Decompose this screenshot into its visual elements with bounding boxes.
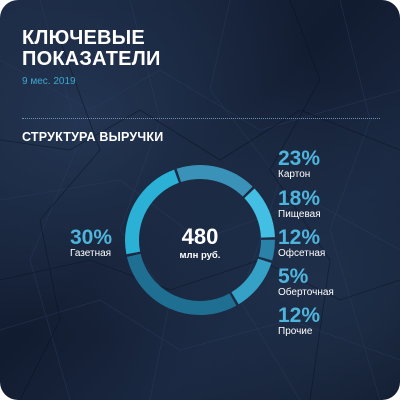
donut-slice-ofsetnaya: [244, 188, 275, 238]
slice-percent-karton: 23%: [278, 147, 321, 170]
page-title-line-2: ПОКАЗАТЕЛИ: [22, 48, 161, 70]
slice-label-prochie: Прочие: [278, 326, 313, 337]
donut-slice-obertochnaya: [258, 239, 276, 261]
donut-slice-prochie: [231, 258, 272, 305]
donut-slice-gazetnaya: [126, 253, 237, 315]
slice-label-pishchevaya: Пищевая: [278, 209, 321, 220]
slice-percent-gazetnaya: 30%: [70, 226, 113, 249]
slice-label-ofsetnaya: Офсетная: [278, 248, 326, 259]
section-title: СТРУКТУРА ВЫРУЧКИ: [22, 130, 164, 144]
donut-slice-pishchevaya: [176, 165, 253, 197]
section-divider: [22, 118, 380, 119]
page-title-line-1: КЛЮЧЕВЫЕ: [22, 27, 145, 49]
slice-percent-obertochnaya: 5%: [278, 265, 309, 288]
slice-percent-pishchevaya: 18%: [278, 187, 321, 210]
donut-center-value: 480: [181, 224, 219, 249]
slice-percent-prochie: 12%: [278, 304, 321, 327]
slice-label-karton: Картон: [278, 169, 311, 180]
slice-label-gazetnaya: Газетная: [70, 248, 112, 259]
donut-center-unit: млн руб.: [179, 250, 221, 261]
period-label: 9 мес. 2019: [22, 76, 76, 87]
slice-label-obertochnaya: Оберточная: [278, 287, 334, 298]
donut-slice-karton: [125, 169, 180, 255]
slice-percent-ofsetnaya: 12%: [278, 226, 321, 249]
page-title: КЛЮЧЕВЫЕ ПОКАЗАТЕЛИ: [22, 28, 282, 70]
